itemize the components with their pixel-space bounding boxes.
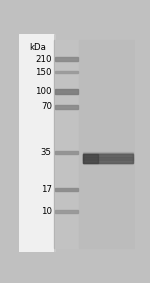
Text: 100: 100 xyxy=(35,87,52,96)
Bar xyxy=(19,34,54,252)
Bar xyxy=(83,154,133,163)
Text: kDa: kDa xyxy=(30,43,46,52)
Text: 17: 17 xyxy=(41,185,52,194)
Bar xyxy=(83,152,133,157)
Text: 35: 35 xyxy=(41,148,52,157)
Bar xyxy=(55,188,78,191)
Bar xyxy=(83,159,133,164)
Bar xyxy=(83,154,98,163)
Bar xyxy=(55,89,78,94)
Bar xyxy=(55,71,78,73)
Text: 70: 70 xyxy=(41,102,52,112)
Bar xyxy=(79,40,135,248)
Bar xyxy=(55,151,78,154)
Bar xyxy=(55,105,78,109)
Bar xyxy=(55,210,78,213)
Bar xyxy=(55,57,78,61)
Bar xyxy=(83,157,133,163)
Bar xyxy=(83,153,133,160)
Text: 150: 150 xyxy=(35,68,52,77)
Bar xyxy=(54,40,79,248)
Text: 210: 210 xyxy=(35,55,52,63)
Text: 10: 10 xyxy=(41,207,52,216)
